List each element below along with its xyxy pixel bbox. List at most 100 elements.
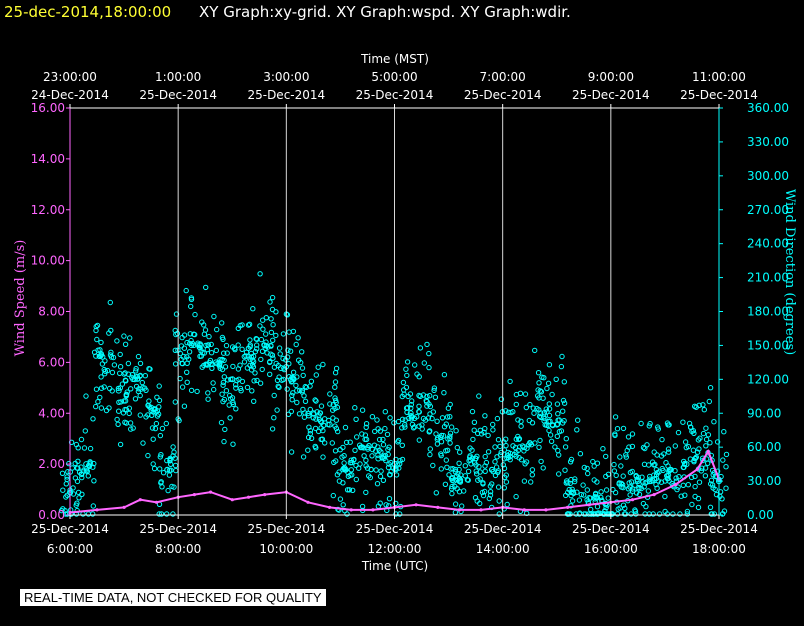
right-tick-label: 210.00 xyxy=(747,271,789,285)
wdir-point-cloud xyxy=(140,366,163,472)
left-tick-label: 4.00 xyxy=(38,406,65,420)
top-tick-date: 25-Dec-2014 xyxy=(356,88,434,102)
wspd-point xyxy=(263,493,267,497)
top-tick-time: 7:00:00 xyxy=(480,70,526,84)
top-tick-date: 25-Dec-2014 xyxy=(139,88,217,102)
top-tick-labels: 23:00:00 24-Dec-2014 1:00:00 25-Dec-2014 3:0… xyxy=(31,70,758,108)
wdir-point-cloud xyxy=(448,428,471,516)
wspd-point xyxy=(479,508,483,512)
bottom-tick-time: 18:00:00 xyxy=(692,542,746,556)
left-tick-label: 12.00 xyxy=(31,203,65,217)
wdir-point-cloud xyxy=(188,284,211,396)
bottom-tick-labels: 25-Dec-2014 6:00:00 25-Dec-2014 8:00:00 25-D… xyxy=(31,515,758,556)
right-tick-label: 240.00 xyxy=(747,237,789,251)
wdir-point-cloud xyxy=(287,328,308,460)
wdir-point-cloud xyxy=(578,458,601,517)
bottom-tick-date: 25-Dec-2014 xyxy=(31,522,109,536)
left-tick-label: 6.00 xyxy=(38,355,65,369)
wspd-point xyxy=(230,498,234,502)
wdir-point-cloud xyxy=(205,313,227,426)
wdir-point-cloud xyxy=(545,353,568,477)
right-tick-label: 180.00 xyxy=(747,305,789,319)
wspd-point xyxy=(209,490,213,494)
wspd-point xyxy=(414,503,418,507)
right-tick-label: 120.00 xyxy=(747,372,789,386)
wdir-point-cloud xyxy=(416,341,439,469)
right-axis-title: Wind Direction (degrees) xyxy=(782,189,797,355)
bottom-tick-date: 25-Dec-2014 xyxy=(356,522,434,536)
top-tick-date: 25-Dec-2014 xyxy=(572,88,650,102)
wspd-point xyxy=(95,508,99,512)
wdir-point-cloud xyxy=(318,361,341,499)
bottom-tick-date: 25-Dec-2014 xyxy=(572,522,650,536)
right-tick-label: 30.00 xyxy=(747,474,781,488)
left-axis-title: Wind Speed (m/s) xyxy=(13,240,28,357)
top-tick-time: 23:00:00 xyxy=(43,70,97,84)
wspd-point xyxy=(544,508,548,512)
right-tick-label: 270.00 xyxy=(747,203,789,217)
wdir-point-cloud xyxy=(58,439,81,517)
top-tick-date: 25-Dec-2014 xyxy=(680,88,758,102)
wdir-point-cloud xyxy=(627,420,648,517)
top-tick-time: 9:00:00 xyxy=(588,70,634,84)
top-tick-date: 24-Dec-2014 xyxy=(31,88,109,102)
wspd-point xyxy=(566,505,570,509)
right-tick-label: 360.00 xyxy=(747,101,789,115)
wspd-point xyxy=(522,508,526,512)
wdir-point-cloud xyxy=(368,409,389,509)
wspd-point xyxy=(436,505,440,509)
wdir-point xyxy=(294,387,301,394)
wspd-point xyxy=(706,449,710,453)
bottom-tick-time: 10:00:00 xyxy=(259,542,313,556)
wdir-point-cloud xyxy=(221,325,244,447)
wdir-point-cloud xyxy=(172,287,195,424)
wdir-point xyxy=(115,387,122,394)
wdir-point-cloud xyxy=(529,347,552,471)
right-tick-label: 150.00 xyxy=(747,338,789,352)
wspd-point xyxy=(154,500,159,504)
graph-list-label: XY Graph:xy-grid. XY Graph:wspd. XY Grap… xyxy=(199,3,571,21)
right-tick-labels: 0.00 30.00 60.00 90.00 120.00 150.00 180.00 210… xyxy=(719,101,789,522)
wspd-point xyxy=(630,498,635,502)
top-tick-date: 25-Dec-2014 xyxy=(464,88,542,102)
top-tick-time: 5:00:00 xyxy=(371,70,417,84)
wspd-point xyxy=(246,495,251,499)
bottom-tick-time: 6:00:00 xyxy=(47,542,93,556)
right-tick-label: 90.00 xyxy=(747,406,781,420)
wdir-point xyxy=(440,432,447,439)
wdir-point-cloud xyxy=(351,405,373,514)
right-tick-label: 0.00 xyxy=(747,508,774,522)
left-tick-labels: 0.00 2.00 4.00 6.00 8.00 10.00 12.00 14.00 16.00 xyxy=(31,101,70,522)
left-tick-label: 0.00 xyxy=(38,508,65,522)
wdir-point-cloud xyxy=(91,299,114,414)
bottom-tick-time: 8:00:00 xyxy=(155,542,201,556)
wdir-point-cloud xyxy=(480,413,503,517)
wdir-point-cloud xyxy=(594,446,616,517)
top-tick-date: 25-Dec-2014 xyxy=(247,88,325,102)
wdir-point-cloud xyxy=(643,420,665,517)
left-tick-label: 10.00 xyxy=(31,254,65,268)
bottom-tick-date: 25-Dec-2014 xyxy=(139,522,217,536)
bottom-tick-date: 25-Dec-2014 xyxy=(247,522,325,536)
wdir-point-cloud xyxy=(659,420,680,517)
wspd-point xyxy=(122,505,126,509)
plot-area xyxy=(58,271,730,517)
top-tick-time: 3:00:00 xyxy=(263,70,309,84)
bottom-tick-time: 12:00:00 xyxy=(368,542,422,556)
wdir-point-cloud xyxy=(497,378,520,512)
quality-disclaimer: REAL-TIME DATA, NOT CHECKED FOR QUALITY xyxy=(20,589,326,606)
wdir-point-cloud xyxy=(75,393,97,517)
bottom-tick-time: 14:00:00 xyxy=(476,542,530,556)
wspd-point xyxy=(652,493,656,497)
right-tick-label: 300.00 xyxy=(747,169,789,183)
left-tick-label: 8.00 xyxy=(38,305,65,319)
wspd-point xyxy=(457,508,461,512)
wdir-point-cloud xyxy=(562,417,584,517)
wdir-point-cloud xyxy=(465,393,486,507)
bottom-tick-time: 16:00:00 xyxy=(584,542,638,556)
x-top-axis-title: Time (MST) xyxy=(360,52,429,66)
wspd-point xyxy=(587,503,591,507)
wdir-point-cloud xyxy=(335,424,357,517)
x-bottom-axis-title: Time (UTC) xyxy=(361,559,428,573)
